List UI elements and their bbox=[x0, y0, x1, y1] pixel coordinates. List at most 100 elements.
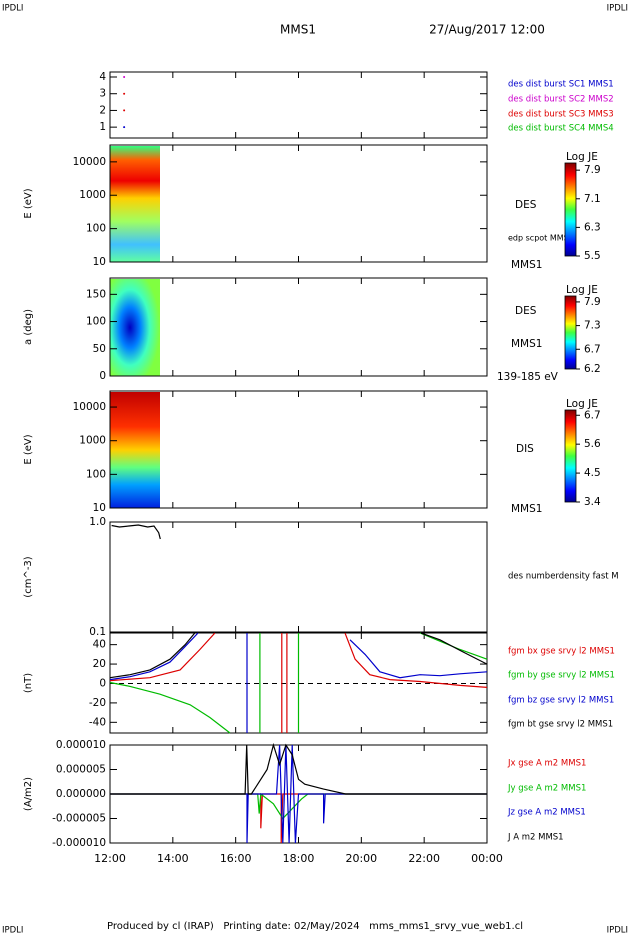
x-tick-label: 18:00 bbox=[283, 852, 315, 865]
series-line bbox=[110, 742, 487, 795]
date: 27/Aug/2017 12:00 bbox=[429, 23, 545, 37]
y-tick-label: 20 bbox=[93, 658, 106, 670]
y-axis-label: (A/m2) bbox=[23, 777, 34, 811]
corner-label: IPDLI bbox=[607, 926, 628, 935]
panel-label: MMS1 bbox=[511, 338, 542, 350]
legend-entry: J A m2 MMS1 bbox=[507, 833, 564, 843]
y-axis-label: E (eV) bbox=[23, 188, 34, 218]
y-tick-label: 0.000005 bbox=[56, 764, 106, 776]
legend-entry: fgm bx gse srvy l2 MMS1 bbox=[508, 647, 615, 657]
y-axis-label: (nT) bbox=[23, 673, 34, 693]
x-tick-label: 14:00 bbox=[157, 852, 189, 865]
legend-entry: des dist burst SC1 MMS1 bbox=[508, 80, 614, 90]
y-tick-label: 40 bbox=[93, 639, 106, 651]
data-point bbox=[123, 76, 126, 79]
panel-label: DES bbox=[515, 305, 537, 317]
panel-frame bbox=[109, 144, 488, 263]
y-tick-label: 10 bbox=[93, 256, 106, 268]
colorbar bbox=[564, 409, 577, 503]
title: MMS1 bbox=[280, 23, 316, 37]
corner-label: IPDLI bbox=[2, 926, 23, 935]
colorbar-tick-label: 7.9 bbox=[584, 164, 601, 176]
panel-label: MMS1 bbox=[511, 503, 542, 515]
data-point bbox=[123, 126, 126, 129]
spectrogram-image bbox=[110, 279, 160, 376]
legend-entry: des dist burst SC3 MMS3 bbox=[508, 110, 614, 120]
colorbar-tick-label: 6.2 bbox=[584, 363, 601, 375]
x-tick-label: 20:00 bbox=[345, 852, 377, 865]
y-tick-label: 0.000010 bbox=[56, 739, 106, 751]
y-tick-label: 1000 bbox=[79, 189, 106, 201]
y-tick-label: 100 bbox=[86, 468, 106, 480]
series-line bbox=[109, 632, 488, 734]
y-tick-label: 50 bbox=[93, 343, 106, 355]
y-tick-label: -0.000010 bbox=[52, 837, 106, 849]
y-tick-label: 1.0 bbox=[89, 516, 106, 528]
legend-entry: Jz gse A m2 MMS1 bbox=[507, 808, 586, 818]
y-tick-label: 0.000000 bbox=[56, 788, 106, 800]
colorbar bbox=[564, 162, 577, 257]
legend-entry: fgm by gse srvy l2 MMS1 bbox=[508, 671, 615, 681]
spectrogram-image bbox=[110, 146, 160, 262]
y-tick-label: 1000 bbox=[79, 435, 106, 447]
panel-label: 139-185 eV bbox=[497, 371, 559, 383]
footer: Produced by cl (IRAP) Printing date: 02/… bbox=[107, 921, 523, 932]
colorbar-tick-label: 6.7 bbox=[584, 343, 601, 355]
data-point bbox=[123, 92, 126, 95]
y-axis-label: (cm^-3) bbox=[23, 556, 34, 597]
series-line bbox=[111, 524, 161, 540]
y-tick-label: 10000 bbox=[73, 156, 106, 168]
colorbar-tick-label: 7.9 bbox=[584, 296, 601, 308]
x-tick-label: 16:00 bbox=[220, 852, 252, 865]
colorbar-tick-label: 7.1 bbox=[584, 193, 601, 205]
panel-label: edp scpot MMS1 bbox=[508, 234, 574, 243]
y-tick-label: 0 bbox=[99, 677, 106, 689]
legend-entry: des dist burst SC2 MMS2 bbox=[508, 95, 614, 105]
data-point bbox=[123, 109, 126, 112]
y-axis-label: E (eV) bbox=[23, 434, 34, 464]
y-tick-label: 0.1 bbox=[89, 626, 106, 638]
panel-frame bbox=[109, 71, 488, 139]
y-tick-label: 10000 bbox=[73, 401, 106, 413]
series-line bbox=[109, 632, 488, 733]
panel-frame bbox=[109, 277, 488, 377]
series-line bbox=[109, 632, 488, 679]
y-tick-label: 2 bbox=[99, 104, 106, 116]
panel-label: DES bbox=[515, 199, 537, 211]
y-tick-label: 100 bbox=[86, 316, 106, 328]
colorbar-tick-label: 7.3 bbox=[584, 320, 601, 332]
panel-frame bbox=[109, 521, 488, 633]
y-axis-label: a (deg) bbox=[23, 309, 34, 345]
x-tick-label: 12:00 bbox=[94, 852, 126, 865]
spectrogram-image bbox=[110, 392, 160, 508]
panel-label: MMS1 bbox=[511, 259, 542, 271]
y-tick-label: -40 bbox=[89, 716, 106, 728]
panel-label: DIS bbox=[516, 443, 534, 455]
colorbar-tick-label: 6.3 bbox=[584, 221, 601, 233]
colorbar-tick-label: 5.6 bbox=[584, 438, 601, 450]
colorbar-title: Log JE bbox=[566, 398, 598, 410]
legend-entry: Jx gse A m2 MMS1 bbox=[507, 759, 586, 769]
colorbar bbox=[564, 295, 577, 370]
y-tick-label: 10 bbox=[93, 502, 106, 514]
y-tick-label: -20 bbox=[89, 697, 106, 709]
colorbar-tick-label: 3.4 bbox=[584, 496, 601, 508]
x-tick-label: 00:00 bbox=[471, 852, 503, 865]
y-tick-label: 4 bbox=[99, 71, 106, 83]
legend-entry: Jy gse A m2 MMS1 bbox=[507, 784, 586, 794]
series-line bbox=[110, 792, 487, 820]
corner-label: IPDLI bbox=[607, 4, 628, 14]
colorbar-tick-label: 6.7 bbox=[584, 409, 601, 421]
legend-entry: des dist burst SC4 MMS4 bbox=[508, 124, 614, 134]
series-line bbox=[109, 632, 488, 733]
panel-frame bbox=[109, 390, 488, 509]
legend-entry: fgm bz gse srvy l2 MMS1 bbox=[508, 696, 614, 706]
y-tick-label: 150 bbox=[86, 288, 106, 300]
y-tick-label: -0.000005 bbox=[52, 813, 106, 825]
y-tick-label: 100 bbox=[86, 223, 106, 235]
x-tick-label: 22:00 bbox=[408, 852, 440, 865]
corner-label: IPDLI bbox=[2, 4, 23, 14]
y-tick-label: 1 bbox=[99, 121, 106, 133]
series-line bbox=[110, 744, 487, 844]
